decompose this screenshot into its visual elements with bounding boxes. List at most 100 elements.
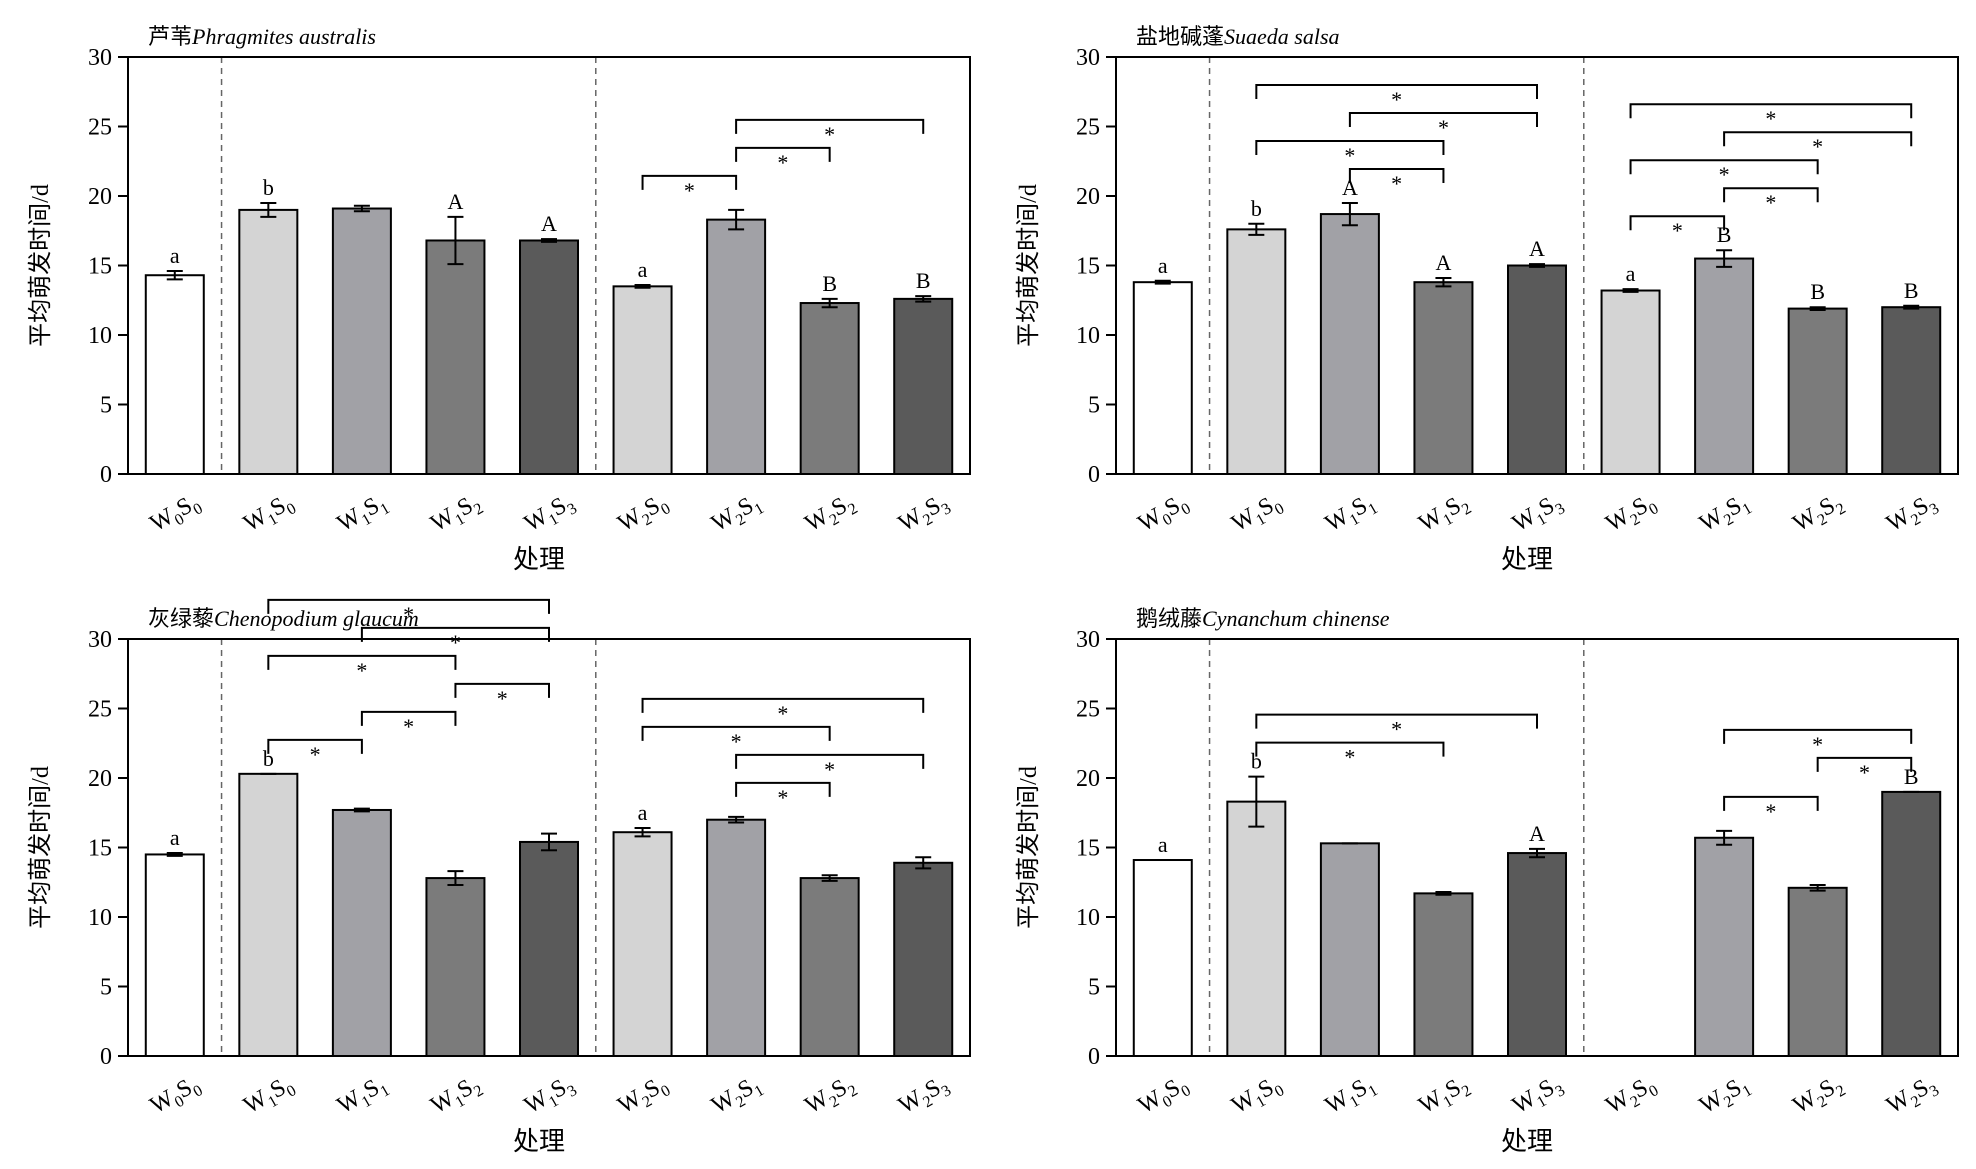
bar-W1S1 (1319, 842, 1380, 1057)
significance-star: * (450, 630, 461, 655)
chart-title: 芦苇Phragmites australis (148, 24, 376, 49)
significance-bracket (267, 738, 363, 754)
y-tick-label: 10 (1076, 905, 1100, 931)
significance-star: * (1812, 134, 1823, 159)
significance-bracket (454, 682, 550, 698)
significance-bracket (641, 697, 925, 713)
significance-bracket (641, 174, 738, 190)
significance-bracket (1255, 713, 1538, 729)
x-tick-label: W2S1 (1695, 489, 1755, 541)
significance-star: * (1859, 760, 1870, 785)
x-tick-label: W1S2 (426, 489, 486, 541)
y-tick-label: 15 (88, 254, 112, 280)
x-tick-label: W0S0 (1134, 1071, 1194, 1123)
chart-title-latin: Cynanchum chinense (1202, 606, 1390, 631)
chart-title: 鹅绒藤Cynanchum chinense (1136, 606, 1390, 631)
significance-letter: B (822, 271, 837, 296)
x-tick-label: W1S1 (1321, 1071, 1381, 1123)
y-tick-label: 0 (1088, 462, 1100, 488)
y-tick-label: 20 (1076, 766, 1100, 792)
significance-bracket (1629, 215, 1726, 231)
y-tick-label: 15 (1076, 836, 1100, 862)
significance-letter: A (541, 211, 557, 236)
x-tick-label: W2S1 (1695, 1071, 1755, 1123)
y-axis-label: 平均萌发时间/d (27, 766, 54, 929)
chart-svg: 芦苇Phragmites australis 平均萌发时间/d 0 5 10 15 20 25… (27, 24, 971, 574)
chart-svg: 灰绿藜Chenopodium glaucum平均萌发时间/d0510152025… (27, 598, 971, 1156)
plot-frame (127, 638, 971, 1057)
y-axis-label: 平均萌发时间/d (1015, 766, 1042, 929)
y-tick-label: 30 (1076, 627, 1100, 653)
chart-panel-cynanchum: 鹅绒藤Cynanchum chinense 平均萌发时间/d 0 5 10 15 20 25 3… (988, 582, 1976, 1164)
chart-title-cn: 芦苇 (148, 24, 192, 49)
y-tick-label: 10 (88, 323, 112, 349)
chart-title-cn: 鹅绒藤 (1136, 606, 1202, 631)
bar-W2S2 (1787, 886, 1848, 1057)
significance-star: * (1391, 171, 1402, 196)
significance-letter: a (1158, 253, 1168, 278)
significance-bracket (735, 118, 925, 134)
bar-W1S2 (425, 877, 486, 1057)
significance-bracket (1348, 111, 1538, 127)
x-tick-label: W2S3 (1882, 1071, 1942, 1123)
y-tick-label: 0 (1088, 1044, 1100, 1070)
significance-star: * (1672, 218, 1683, 243)
x-tick-label: W2S1 (707, 489, 767, 541)
bar-W1S0 (238, 208, 299, 475)
x-tick-label: W1S1 (333, 489, 393, 541)
y-tick-label: 25 (1076, 115, 1100, 141)
significance-letter: a (638, 257, 648, 282)
significance-letter: A (1435, 250, 1451, 275)
y-tick-label: 20 (1076, 184, 1100, 210)
significance-star: * (356, 658, 367, 683)
significance-letter: b (263, 746, 274, 771)
x-tick-label: W1S0 (1227, 489, 1287, 541)
significance-bracket (1723, 795, 1819, 811)
x-axis-label: 处理 (1501, 545, 1553, 574)
x-tick-label: W2S0 (1602, 489, 1662, 541)
x-axis-label: 处理 (1501, 1127, 1553, 1156)
chart-panel-chenopodium: 灰绿藜Chenopodium glaucum 平均萌发时间/d 0 5 10 15 20 25… (0, 582, 988, 1164)
significance-letter: B (1717, 222, 1732, 247)
x-tick-label: W1S3 (520, 1071, 580, 1123)
significance-letter: B (1904, 278, 1919, 303)
x-axis-label: 处理 (513, 545, 565, 574)
x-tick-label: W2S2 (1789, 1071, 1849, 1123)
bar-W1S2 (425, 239, 486, 475)
significance-bracket (1255, 139, 1445, 155)
bar-W2S3 (1881, 790, 1942, 1057)
significance-bracket (267, 654, 457, 670)
bar-W2S0 (1600, 289, 1661, 475)
y-tick-label: 20 (88, 184, 112, 210)
significance-star: * (824, 122, 835, 147)
x-tick-label: W0S0 (146, 489, 206, 541)
significance-letter: b (263, 175, 274, 200)
y-tick-label: 30 (88, 627, 112, 653)
x-tick-label: W1S1 (1321, 489, 1381, 541)
x-tick-label: W1S3 (520, 489, 580, 541)
significance-star: * (1719, 162, 1730, 187)
significance-star: * (1765, 106, 1776, 131)
chart-title-latin: Phragmites australis (191, 24, 376, 49)
significance-star: * (310, 742, 321, 767)
x-tick-label: W1S3 (1508, 489, 1568, 541)
chart-panel-phragmites: 芦苇Phragmites australis 平均萌发时间/d 0 5 10 15 20 25… (0, 0, 988, 582)
significance-star: * (1391, 87, 1402, 112)
x-tick-label: W2S3 (894, 489, 954, 541)
y-tick-label: 5 (100, 393, 112, 419)
significance-star: * (1391, 717, 1402, 742)
significance-bracket (1629, 159, 1819, 175)
significance-star: * (497, 686, 508, 711)
y-tick-label: 20 (88, 766, 112, 792)
significance-star: * (1765, 799, 1776, 824)
bar-W1S3 (519, 840, 579, 1057)
significance-bracket (735, 781, 831, 797)
x-tick-label: W1S1 (333, 1071, 393, 1123)
bar-W2S1 (706, 218, 767, 475)
bar-W2S1 (1694, 836, 1755, 1057)
x-tick-label: W1S2 (1414, 489, 1474, 541)
x-tick-label: W2S0 (614, 1071, 674, 1123)
plot-frame (1115, 638, 1959, 1057)
y-axis-label: 平均萌发时间/d (1015, 184, 1042, 347)
